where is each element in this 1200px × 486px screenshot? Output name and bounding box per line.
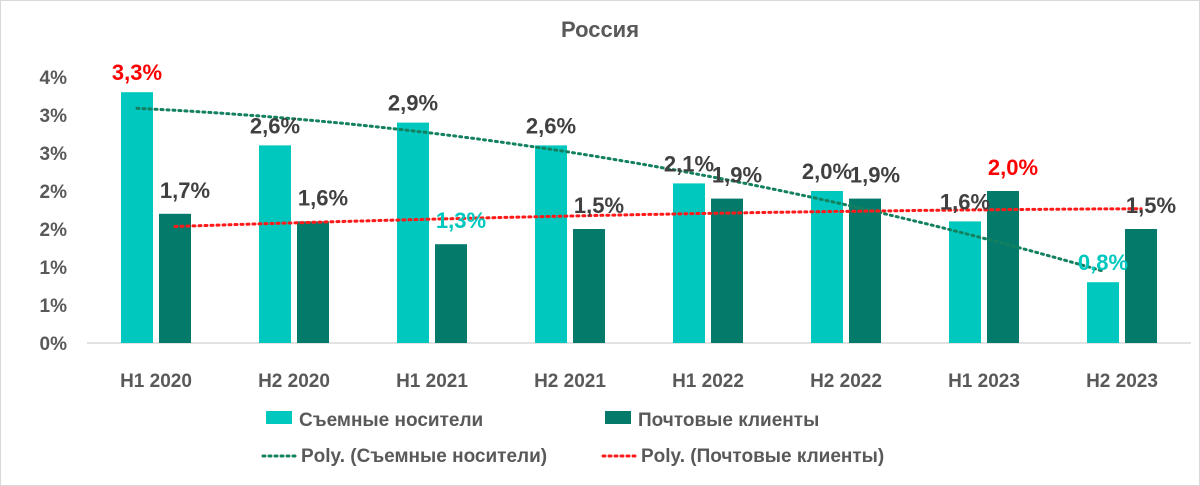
chart-title: Россия	[561, 17, 639, 42]
data-label-removable-media: 2,0%	[802, 159, 852, 184]
x-tick-label: H1 2021	[396, 371, 468, 392]
trendline-mail-clients	[173, 207, 1143, 228]
bar-removable-media	[259, 145, 291, 343]
bar-mail-clients	[849, 198, 881, 343]
bar-mail-clients	[573, 229, 605, 343]
y-tick-label: 1%	[40, 258, 68, 279]
y-tick-label: 3%	[40, 106, 68, 127]
bar-removable-media	[1087, 282, 1119, 343]
bar-removable-media	[121, 92, 153, 343]
data-label-removable-media: 3,3%	[112, 60, 162, 85]
data-label-mail-clients: 1,5%	[1126, 193, 1176, 218]
y-tick-label: 0%	[40, 334, 68, 355]
legend-swatch-removable-media	[266, 411, 292, 424]
legend-label-trend-mail-clients: Poly. (Почтовые клиенты)	[641, 446, 884, 467]
legend-swatch-mail-clients	[605, 411, 631, 424]
bar-removable-media	[397, 122, 429, 343]
legend: Съемные носители Почтовые клиенты Poly. (С…	[261, 410, 884, 467]
data-label-removable-media: 0,8%	[1078, 250, 1128, 275]
x-tick-label: H2 2022	[810, 371, 882, 392]
x-tick-label: H1 2020	[120, 371, 192, 392]
y-tick-label: 3%	[40, 144, 68, 165]
y-axis: 0% 1% 1% 2% 2% 3% 3% 4%	[40, 68, 68, 355]
y-tick-label: 2%	[40, 220, 68, 241]
data-label-removable-media: 2,1%	[664, 151, 714, 176]
data-label-mail-clients: 1,3%	[436, 208, 486, 233]
x-tick-label: H1 2022	[672, 371, 744, 392]
legend-label-mail-clients: Почтовые клиенты	[638, 410, 819, 431]
data-label-removable-media: 1,6%	[940, 189, 990, 214]
x-tick-label: H1 2023	[948, 371, 1020, 392]
bar-mail-clients	[297, 221, 329, 343]
data-label-removable-media: 2,6%	[526, 113, 576, 138]
y-tick-label: 1%	[40, 296, 68, 317]
legend-label-removable-media: Съемные носители	[299, 410, 483, 431]
data-label-mail-clients: 1,7%	[160, 178, 210, 203]
bar-mail-clients	[711, 198, 743, 343]
bar-removable-media	[949, 221, 981, 343]
data-label-mail-clients: 1,6%	[298, 185, 348, 210]
y-tick-label: 4%	[40, 68, 68, 89]
bars	[121, 92, 1157, 343]
data-label-removable-media: 2,9%	[388, 91, 438, 116]
x-axis: H1 2020 H2 2020 H1 2021 H2 2021 H1 2022 H2 20…	[87, 342, 1191, 392]
bar-removable-media	[811, 191, 843, 343]
data-label-mail-clients: 1,5%	[574, 193, 624, 218]
y-tick-label: 2%	[40, 182, 68, 203]
bar-removable-media	[673, 183, 705, 343]
bar-mail-clients	[987, 191, 1019, 343]
data-label-removable-media: 2,6%	[250, 113, 300, 138]
data-label-mail-clients: 1,9%	[712, 163, 762, 188]
bar-mail-clients	[1125, 229, 1157, 343]
x-tick-label: H2 2021	[534, 371, 606, 392]
x-tick-label: H2 2020	[258, 371, 330, 392]
legend-label-trend-removable-media: Poly. (Съемные носители)	[301, 446, 547, 467]
data-label-mail-clients: 2,0%	[988, 155, 1038, 180]
data-labels: 3,3%1,7%2,6%1,6%2,9%1,3%2,6%1,5%2,1%1,9%…	[112, 60, 1176, 275]
trendline-removable-media	[135, 106, 1105, 273]
bar-mail-clients	[159, 213, 191, 343]
x-tick-label: H2 2023	[1086, 371, 1158, 392]
data-label-mail-clients: 1,9%	[850, 163, 900, 188]
bar-mail-clients	[435, 244, 467, 343]
trendlines	[135, 106, 1143, 273]
bar-removable-media	[535, 145, 567, 343]
